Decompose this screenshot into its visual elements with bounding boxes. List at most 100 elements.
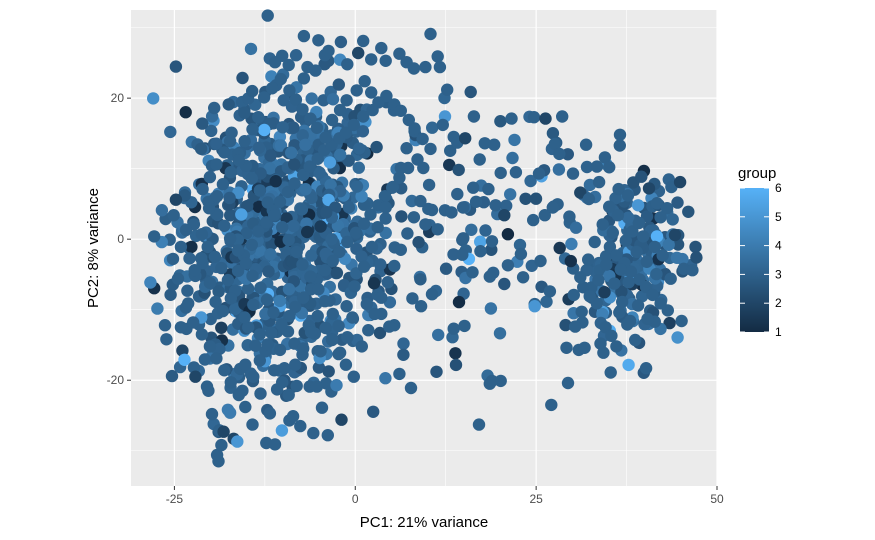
data-point xyxy=(216,304,230,318)
data-point xyxy=(622,358,635,372)
data-point xyxy=(179,223,193,237)
data-point xyxy=(212,455,225,468)
legend-ticks: 1 2 3 4 5 6 xyxy=(740,181,782,339)
data-point xyxy=(456,248,469,261)
legend-title: group xyxy=(738,165,776,182)
data-point xyxy=(543,285,557,298)
data-point xyxy=(289,358,302,371)
data-point xyxy=(664,272,677,285)
data-point xyxy=(282,58,295,72)
data-point xyxy=(393,171,406,184)
data-point xyxy=(312,283,325,296)
data-point xyxy=(610,249,623,262)
data-point xyxy=(642,182,656,195)
data-point xyxy=(357,34,370,48)
data-point xyxy=(240,227,253,240)
data-point xyxy=(332,319,345,333)
data-point xyxy=(686,264,699,277)
data-point xyxy=(309,64,322,77)
data-point xyxy=(268,209,281,222)
data-point xyxy=(425,288,439,301)
data-point xyxy=(341,58,354,71)
data-point xyxy=(646,288,659,302)
data-point xyxy=(247,298,260,311)
data-point xyxy=(335,413,348,426)
data-point xyxy=(534,254,547,268)
data-point xyxy=(198,353,212,366)
y-axis-ticks: 20 0 -20 xyxy=(107,91,131,387)
data-point xyxy=(325,233,338,246)
data-point xyxy=(509,166,523,179)
data-point xyxy=(319,131,332,144)
data-point xyxy=(260,216,273,229)
data-point xyxy=(590,160,604,173)
data-point xyxy=(218,364,231,377)
data-point xyxy=(283,84,296,97)
data-point xyxy=(563,210,576,223)
y-tick-label: 20 xyxy=(111,91,125,105)
data-point xyxy=(171,272,185,285)
data-point xyxy=(469,195,483,208)
data-point xyxy=(472,418,486,431)
data-point xyxy=(268,438,282,451)
data-point xyxy=(483,377,496,390)
data-point xyxy=(208,101,221,115)
data-point xyxy=(355,190,368,203)
data-point xyxy=(355,250,368,263)
data-point xyxy=(466,266,479,279)
data-point xyxy=(312,34,325,47)
data-point xyxy=(574,186,587,199)
data-point xyxy=(245,172,258,185)
data-point xyxy=(210,352,223,365)
data-point xyxy=(671,238,685,251)
x-axis-ticks: -25 0 25 50 xyxy=(166,486,724,506)
data-point xyxy=(394,104,407,118)
data-point xyxy=(178,353,191,366)
data-point xyxy=(341,331,354,344)
y-axis-title: PC2: 8% variance xyxy=(85,188,102,308)
data-point xyxy=(285,146,298,159)
data-point xyxy=(559,318,572,332)
data-point xyxy=(334,35,348,49)
data-point xyxy=(592,175,606,189)
data-point xyxy=(253,184,266,197)
data-point xyxy=(598,151,612,164)
data-point xyxy=(174,321,188,334)
data-point xyxy=(629,333,642,347)
data-point xyxy=(574,271,587,284)
data-point xyxy=(187,316,200,329)
data-point xyxy=(494,166,507,180)
data-point xyxy=(506,151,519,165)
data-point xyxy=(321,429,334,442)
data-point xyxy=(339,358,353,371)
data-point xyxy=(314,220,327,233)
data-point xyxy=(498,277,511,291)
data-point xyxy=(360,297,373,311)
data-point xyxy=(447,248,460,261)
data-point xyxy=(223,232,237,245)
data-point xyxy=(358,75,371,88)
data-point xyxy=(375,291,388,304)
data-point xyxy=(273,195,287,208)
data-point xyxy=(464,85,477,99)
data-point xyxy=(158,319,172,332)
data-point xyxy=(583,290,596,303)
data-point xyxy=(610,340,623,353)
data-point xyxy=(278,362,291,375)
data-point xyxy=(274,139,288,152)
data-point xyxy=(431,50,444,63)
data-point xyxy=(430,365,443,378)
data-point xyxy=(297,168,310,182)
data-point xyxy=(252,111,265,124)
data-point xyxy=(364,208,377,221)
data-point xyxy=(386,181,399,194)
data-point xyxy=(383,320,396,333)
data-points xyxy=(144,9,703,468)
data-point xyxy=(304,270,317,283)
data-point xyxy=(632,216,646,230)
data-point xyxy=(289,93,303,106)
data-point xyxy=(393,367,406,381)
data-point xyxy=(538,209,551,222)
data-point xyxy=(288,158,301,171)
data-point xyxy=(318,264,332,277)
